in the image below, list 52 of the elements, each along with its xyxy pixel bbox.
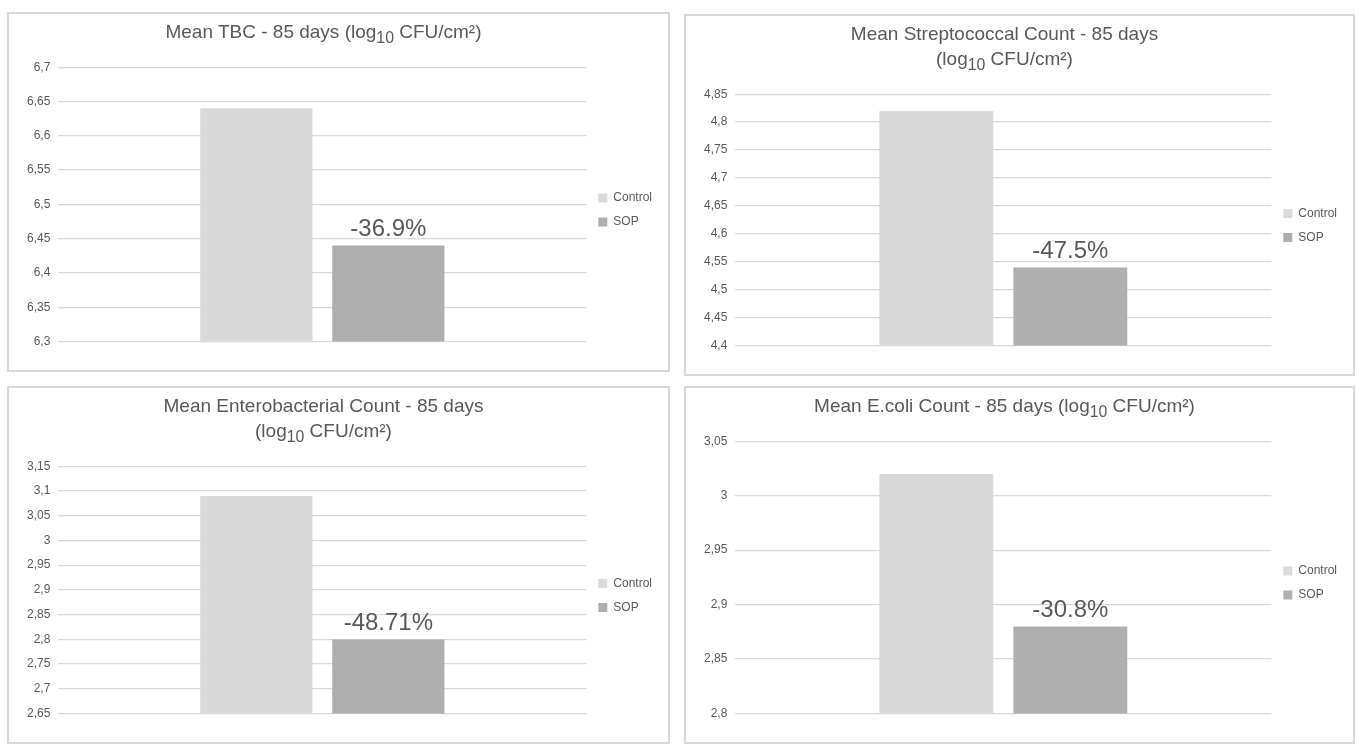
y-tick-label: 2,65 xyxy=(27,705,51,720)
annotation: -47.5% xyxy=(1032,236,1109,264)
y-tick-label: 3,05 xyxy=(704,433,728,448)
chart-title: Mean Enterobacterial Count - 85 days (log$_{10}$ CFU/cm²) xyxy=(162,394,485,447)
y-tick-label: 3 xyxy=(43,532,51,547)
y-tick-label: 6,4 xyxy=(33,265,51,280)
y-tick-label: 2,9 xyxy=(710,597,728,612)
y-tick-label: 2,95 xyxy=(704,542,728,557)
legend-label: SOP xyxy=(1298,587,1324,602)
y-tick-label: 6,55 xyxy=(27,162,51,177)
legend-label: SOP xyxy=(613,214,639,229)
y-tick-label: 4,6 xyxy=(710,226,728,241)
y-tick-label: 4,5 xyxy=(710,282,728,297)
y-tick-label: 6,5 xyxy=(33,197,51,212)
y-tick-label: 6,3 xyxy=(33,334,51,349)
y-tick-label: 2,9 xyxy=(33,582,51,597)
y-tick-label: 3 xyxy=(720,488,728,503)
chart-title: Mean E.coli Count - 85 days (log$_{10}$ CFU/cm²) xyxy=(813,394,1196,422)
y-tick-label: 4,85 xyxy=(704,86,728,101)
y-tick-label: 4,45 xyxy=(704,310,728,325)
y-tick-label: 2,75 xyxy=(27,656,51,671)
y-tick-label: 4,7 xyxy=(710,170,728,185)
legend-label: Control xyxy=(613,575,652,590)
annotation: -30.8% xyxy=(1032,595,1109,623)
y-tick-label: 4,55 xyxy=(704,254,728,269)
chart-title: Mean Streptococcal Count - 85 days (log$_{10}$ CFU/cm²) xyxy=(849,22,1160,75)
y-tick-label: 2,8 xyxy=(710,706,728,721)
y-tick-label: 2,85 xyxy=(27,607,51,621)
legend-label: SOP xyxy=(1298,229,1324,244)
y-tick-label: 6,35 xyxy=(27,299,51,314)
y-tick-label: 2,85 xyxy=(704,651,728,666)
y-tick-label: 3,05 xyxy=(27,508,51,523)
y-tick-label: 4,75 xyxy=(704,142,728,157)
legend-label: Control xyxy=(613,190,652,205)
annotation: -36.9% xyxy=(350,214,427,242)
y-tick-label: 4,4 xyxy=(710,337,728,352)
legend-label: Control xyxy=(1298,205,1337,220)
y-tick-label: 2,8 xyxy=(33,631,51,646)
annotation: -48.71% xyxy=(343,608,434,636)
y-tick-label: 6,45 xyxy=(27,231,51,246)
y-tick-label: 4,65 xyxy=(704,198,728,213)
y-tick-label: 3,15 xyxy=(27,458,51,473)
chart-title: Mean TBC - 85 days (log$_{10}$ CFU/cm²) xyxy=(164,20,483,48)
y-tick-label: 6,65 xyxy=(27,94,51,109)
y-tick-label: 3,1 xyxy=(33,483,51,498)
y-tick-label: 6,7 xyxy=(33,59,51,74)
y-tick-label: 4,8 xyxy=(710,114,728,129)
y-tick-label: 2,95 xyxy=(27,557,51,572)
y-tick-label: 6,6 xyxy=(33,128,51,143)
legend-label: Control xyxy=(1298,563,1337,578)
legend-label: SOP xyxy=(613,599,639,614)
y-tick-label: 2,7 xyxy=(33,681,51,696)
